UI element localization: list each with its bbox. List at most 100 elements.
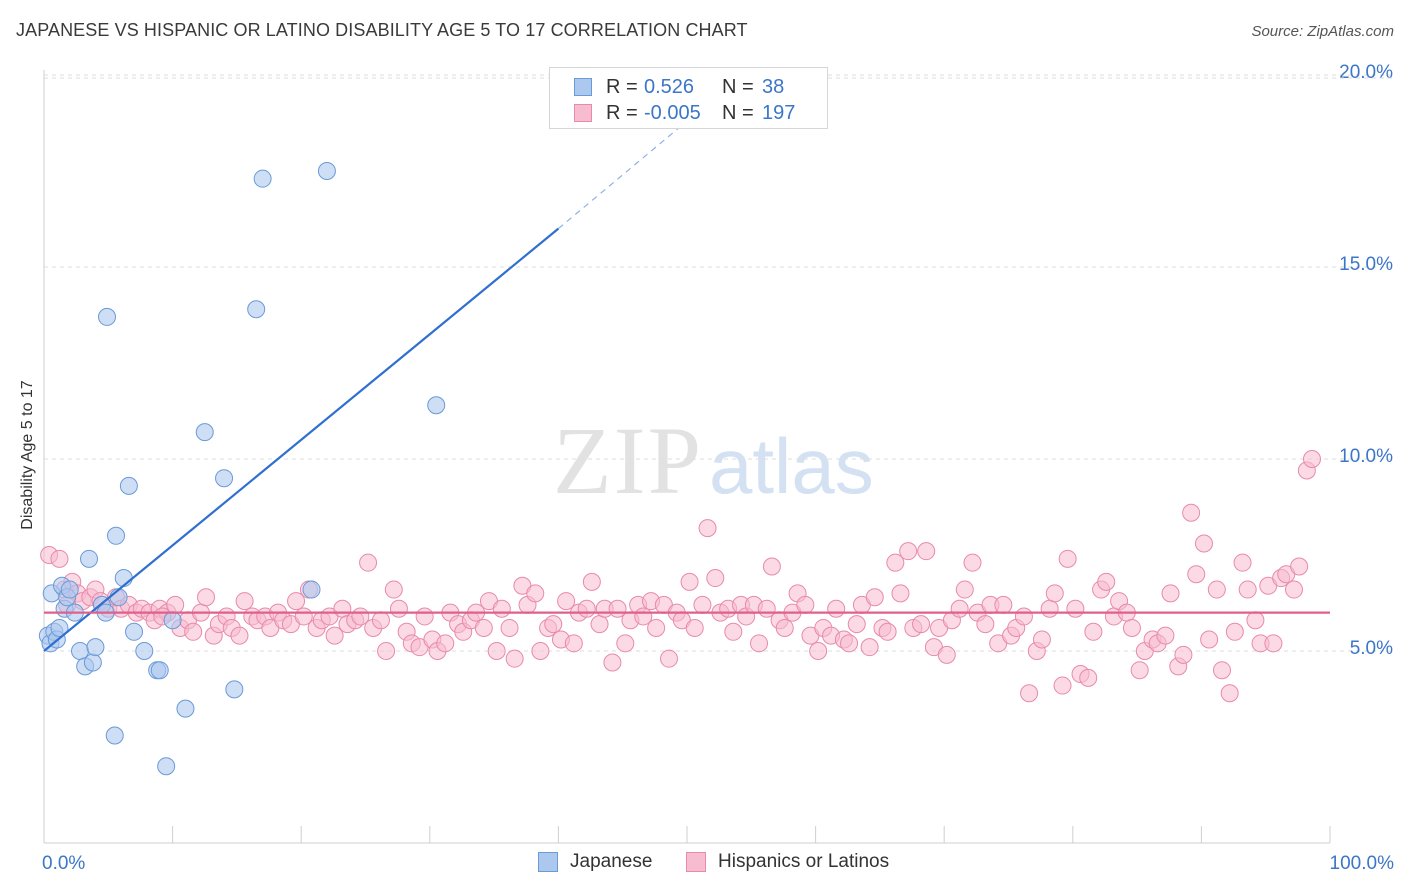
hispanic-point bbox=[500, 618, 519, 637]
chart-title: JAPANESE VS HISPANIC OR LATINO DISABILIT… bbox=[16, 20, 748, 40]
japanese-point bbox=[302, 580, 321, 599]
x-tick-label-0: 0.0% bbox=[42, 853, 86, 874]
y-axis-label: Disability Age 5 to 17 bbox=[19, 380, 36, 530]
hispanic-point bbox=[474, 618, 493, 637]
y-tick-label: 5.0% bbox=[1350, 638, 1393, 659]
hispanic-point bbox=[1220, 684, 1239, 703]
legend-r-value: -0.005 bbox=[644, 101, 701, 124]
hispanic-point bbox=[963, 553, 982, 572]
hispanic-point bbox=[582, 572, 601, 591]
hispanic-point bbox=[917, 542, 936, 561]
legend-r-label: R = bbox=[606, 75, 638, 98]
hispanic-point bbox=[698, 519, 717, 538]
japanese-point bbox=[427, 396, 446, 415]
hispanic-point bbox=[1053, 676, 1072, 695]
hispanic-point bbox=[840, 634, 859, 653]
hispanic-point bbox=[492, 599, 511, 618]
hispanic-point bbox=[1084, 622, 1103, 641]
hispanic-point bbox=[230, 626, 249, 645]
hispanic-point bbox=[899, 542, 918, 561]
hispanic-point bbox=[1290, 557, 1309, 576]
hispanic-point bbox=[1238, 580, 1257, 599]
hispanic-point bbox=[1097, 572, 1116, 591]
japanese-point bbox=[105, 726, 124, 745]
japanese-point bbox=[176, 699, 195, 718]
x-tick-label-100: 100.0% bbox=[1329, 853, 1394, 874]
hispanic-point bbox=[371, 611, 390, 630]
hispanic-point bbox=[659, 649, 678, 668]
hispanic-point bbox=[1174, 645, 1193, 664]
hispanic-point bbox=[377, 642, 396, 660]
hispanic-point bbox=[865, 588, 884, 607]
hispanic-point bbox=[1079, 668, 1098, 687]
hispanic-point bbox=[544, 615, 563, 634]
japanese-point bbox=[119, 476, 138, 495]
hispanic-point bbox=[359, 553, 378, 572]
hispanic-point bbox=[1284, 580, 1303, 599]
hispanic-point bbox=[487, 642, 506, 660]
japanese-point bbox=[215, 469, 234, 488]
japanese-trend-extension bbox=[558, 93, 720, 230]
hispanic-point bbox=[994, 595, 1013, 614]
hispanic-point bbox=[1058, 549, 1077, 568]
correlation-legend: R = 0.526 N = 38 R = -0.005 N = 197 bbox=[549, 67, 828, 129]
legend-n-label: N = bbox=[722, 75, 754, 98]
hispanic-point bbox=[1156, 626, 1175, 645]
hispanic-point bbox=[616, 634, 635, 653]
legend-r-label: R = bbox=[606, 101, 638, 124]
japanese-point bbox=[60, 580, 79, 599]
hispanic-swatch bbox=[574, 104, 592, 122]
hispanic-point bbox=[1020, 684, 1039, 703]
hispanic-point bbox=[750, 634, 769, 653]
japanese-legend-label: Japanese bbox=[570, 851, 653, 872]
hispanic-point bbox=[1225, 622, 1244, 641]
japanese-point bbox=[83, 653, 102, 672]
japanese-point bbox=[98, 307, 117, 326]
series-legend-japanese: Japanese bbox=[538, 851, 652, 873]
hispanic-point bbox=[937, 645, 956, 664]
legend-row-hispanic: R = -0.005 N = 197 bbox=[574, 100, 795, 126]
hispanic-point bbox=[1161, 584, 1180, 603]
hispanic-point bbox=[235, 592, 254, 611]
legend-row-japanese: R = 0.526 N = 38 bbox=[574, 74, 784, 100]
hispanic-point bbox=[724, 622, 743, 641]
hispanic-point bbox=[647, 618, 666, 637]
hispanic-point bbox=[505, 649, 524, 668]
hispanic-point bbox=[827, 599, 846, 618]
hispanic-point bbox=[603, 653, 622, 672]
hispanic-point bbox=[557, 592, 576, 611]
hispanic-point bbox=[976, 615, 995, 634]
japanese-point bbox=[157, 757, 176, 776]
hispanic-point bbox=[1200, 630, 1219, 649]
hispanic-point bbox=[1014, 607, 1033, 626]
legend-r-value: 0.526 bbox=[644, 75, 695, 98]
hispanic-point bbox=[847, 615, 866, 634]
hispanic-point bbox=[1194, 534, 1213, 553]
hispanic-point bbox=[590, 615, 609, 634]
hispanic-point bbox=[1302, 450, 1321, 468]
hispanic-point bbox=[287, 592, 306, 611]
hispanic-point bbox=[685, 618, 704, 637]
japanese-point bbox=[107, 526, 126, 545]
japanese-trend-line bbox=[43, 227, 560, 652]
japanese-point bbox=[247, 300, 266, 319]
hispanic-point bbox=[1264, 634, 1283, 653]
hispanic-point bbox=[564, 634, 583, 653]
y-tick-label: 10.0% bbox=[1339, 446, 1393, 467]
hispanic-point bbox=[891, 584, 910, 603]
hispanic-point bbox=[526, 584, 545, 603]
japanese-point bbox=[163, 611, 182, 630]
hispanic-point bbox=[878, 622, 897, 641]
japanese-legend-swatch bbox=[538, 852, 558, 872]
hispanic-point bbox=[197, 588, 216, 607]
hispanic-point bbox=[1040, 599, 1059, 618]
japanese-point bbox=[80, 549, 99, 568]
hispanic-point bbox=[1130, 661, 1149, 680]
hispanic-point bbox=[809, 642, 828, 660]
japanese-point bbox=[50, 618, 69, 637]
hispanic-point bbox=[860, 638, 879, 657]
hispanic-point bbox=[1187, 565, 1206, 584]
japanese-point bbox=[253, 169, 272, 188]
hispanic-point bbox=[531, 642, 550, 660]
hispanic-point bbox=[1207, 580, 1226, 599]
